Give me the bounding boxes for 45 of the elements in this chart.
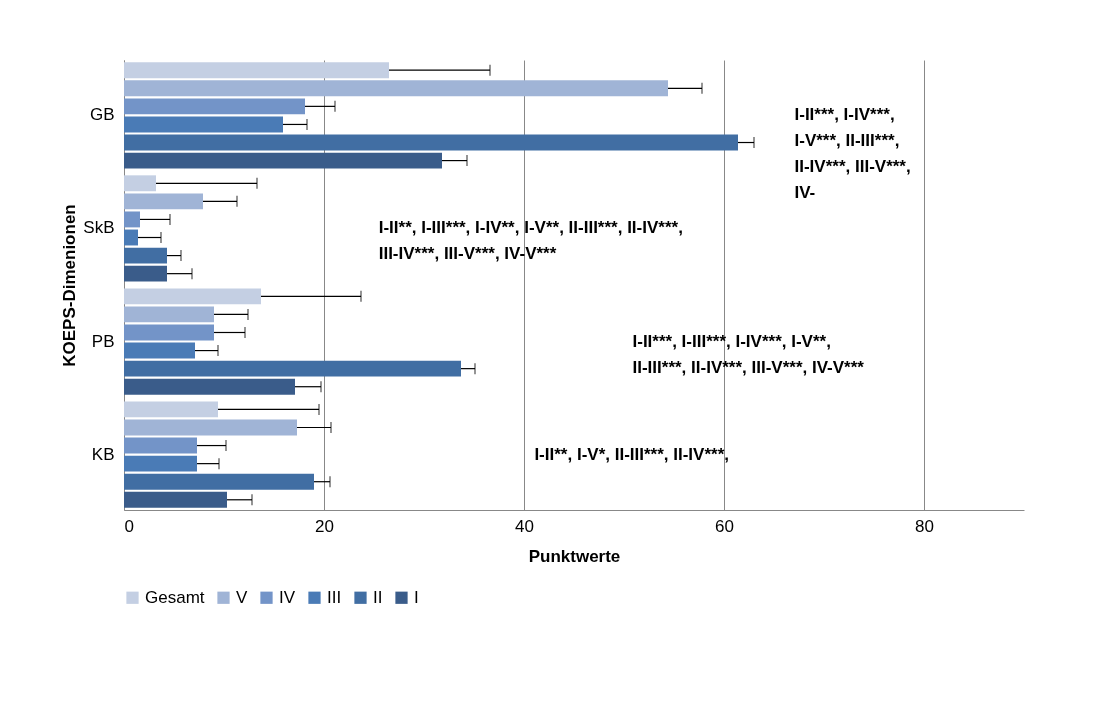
bar bbox=[124, 473, 314, 490]
x-tick-label: 20 bbox=[315, 516, 334, 536]
x-tick-label: 60 bbox=[715, 516, 734, 536]
bar bbox=[124, 419, 297, 436]
bar bbox=[124, 98, 305, 115]
bar bbox=[124, 247, 167, 264]
bar bbox=[124, 116, 283, 133]
y-tick-label: GB bbox=[89, 105, 115, 125]
bar bbox=[124, 455, 197, 472]
bar bbox=[124, 62, 389, 79]
bar bbox=[124, 360, 461, 377]
bar bbox=[124, 288, 261, 305]
bar bbox=[124, 378, 295, 395]
legend-label: III bbox=[327, 587, 342, 607]
bar bbox=[124, 152, 442, 169]
bar bbox=[124, 324, 214, 341]
bar bbox=[124, 437, 197, 454]
legend-label: IV bbox=[279, 587, 296, 607]
x-tick-label: 80 bbox=[915, 516, 934, 536]
y-tick-label: KB bbox=[91, 444, 115, 464]
bar bbox=[124, 175, 156, 192]
legend-label: V bbox=[236, 587, 248, 607]
x-axis-title: Punktwerte bbox=[528, 546, 621, 566]
x-tick-label: 40 bbox=[515, 516, 534, 536]
bar bbox=[124, 306, 214, 323]
bar bbox=[124, 193, 203, 210]
annotation: I-II***, I-IV***, I-V***, II-III***, II-IV***, III-V***, IV- bbox=[794, 105, 911, 203]
bar bbox=[124, 491, 227, 508]
legend-label: II bbox=[373, 587, 383, 607]
y-tick-label: PB bbox=[91, 331, 115, 351]
bar bbox=[124, 265, 167, 282]
bar bbox=[124, 342, 195, 359]
bar bbox=[124, 134, 738, 151]
bar bbox=[124, 211, 140, 228]
x-tick-label: 0 bbox=[124, 516, 134, 536]
y-axis-title: KOEPS-Dimenionen bbox=[60, 204, 80, 367]
legend-label: I bbox=[414, 587, 419, 607]
legend-label: Gesamt bbox=[145, 587, 205, 607]
y-tick-label: SkB bbox=[83, 218, 115, 238]
bar bbox=[124, 80, 668, 97]
annotation: I-II**, I-III***, I-IV**, I-V**, II-III***, II-IV***, III-IV***, III-V***, IV-V*** bbox=[378, 218, 683, 264]
annotation: I-II***, I-III***, I-IV***, I-V**, II-III***, II-IV***, III-V***, IV-V*** bbox=[632, 331, 865, 377]
bar bbox=[124, 229, 138, 246]
annotation: I-II**, I-V*, II-III***, II-IV***, bbox=[534, 444, 730, 464]
bar bbox=[124, 401, 218, 418]
